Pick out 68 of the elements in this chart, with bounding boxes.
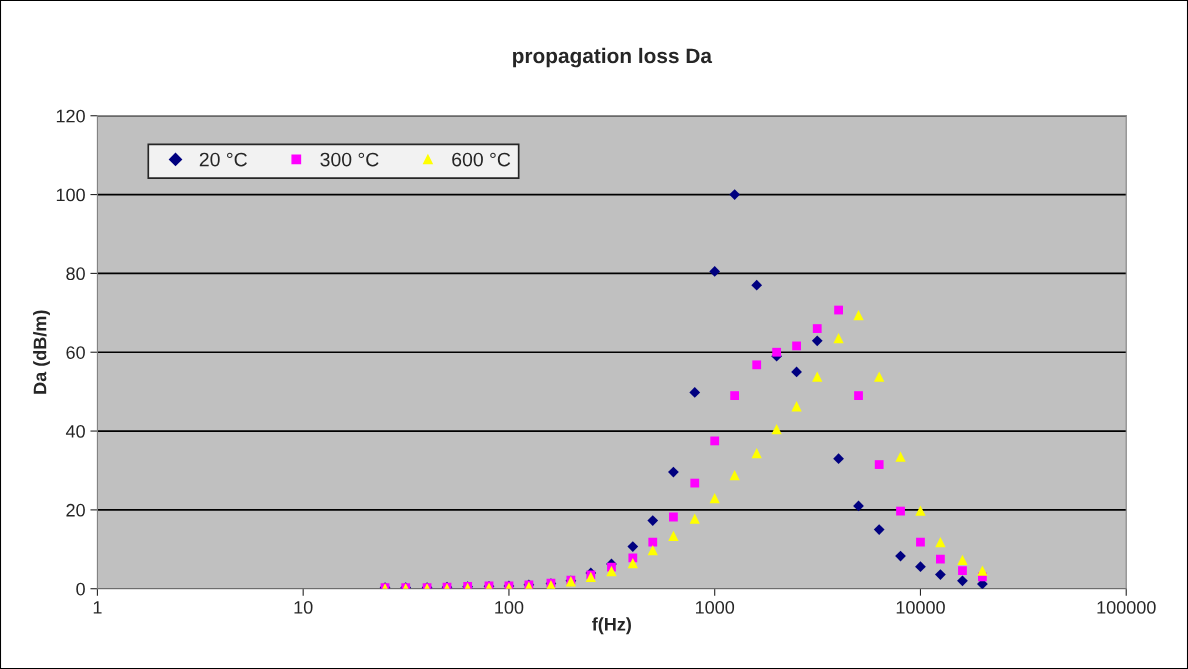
point [792, 341, 801, 351]
point [690, 478, 700, 488]
point [854, 391, 863, 400]
point [853, 310, 864, 321]
point [647, 515, 659, 526]
point [916, 537, 925, 547]
point [915, 505, 926, 516]
y-tick-label: 0 [76, 582, 85, 596]
y-tick-label: 120 [56, 109, 85, 123]
point [834, 305, 843, 315]
y-tick-label: 100 [56, 188, 85, 202]
point [710, 436, 720, 446]
legend-label: 300 °C [320, 152, 379, 167]
point [606, 565, 617, 577]
x-tick-label: 100000 [1097, 601, 1156, 614]
point [729, 470, 740, 481]
x-tick-label: 1 [93, 601, 102, 614]
point [689, 387, 701, 398]
point [935, 537, 946, 548]
point [811, 335, 823, 347]
point [647, 544, 658, 556]
point [812, 371, 823, 382]
point [709, 266, 721, 277]
point [669, 512, 678, 522]
x-tick-label: 10000 [896, 601, 945, 614]
point [648, 537, 658, 547]
point [812, 324, 822, 333]
point [772, 347, 782, 357]
point [668, 530, 679, 542]
point [957, 554, 968, 566]
point [729, 189, 741, 200]
point [896, 506, 905, 516]
point [752, 360, 762, 370]
point [873, 524, 885, 535]
point [709, 492, 720, 504]
point [730, 391, 740, 400]
point [689, 513, 700, 524]
y-tick-label: 20 [66, 503, 85, 517]
x-axis-title: f(Hz) [592, 617, 631, 635]
point [977, 565, 988, 576]
point [936, 554, 945, 564]
point [915, 561, 926, 573]
point [833, 332, 844, 344]
x-tick-label: 100 [495, 601, 524, 614]
point [958, 566, 967, 575]
point [791, 401, 802, 412]
point [668, 466, 679, 478]
x-tick-label: 1000 [696, 601, 735, 614]
point [771, 423, 782, 435]
point [627, 557, 638, 569]
y-tick-label: 80 [66, 267, 85, 281]
point [874, 371, 885, 382]
point [791, 366, 802, 378]
point [895, 451, 906, 462]
point [751, 447, 762, 459]
point [833, 453, 844, 465]
point [957, 575, 968, 587]
chart-title: propagation loss Da [513, 47, 713, 68]
legend-label: 600 °C [452, 152, 511, 167]
point [874, 460, 884, 469]
legend-label: 20 °C [199, 152, 247, 167]
point [627, 541, 639, 552]
x-tick-label: 10 [294, 601, 313, 614]
y-tick-label: 40 [65, 424, 85, 438]
point [935, 569, 946, 580]
y-tick-label: 60 [66, 346, 85, 359]
y-axis-title: Da (dB/m) [33, 310, 50, 394]
point [751, 279, 763, 291]
